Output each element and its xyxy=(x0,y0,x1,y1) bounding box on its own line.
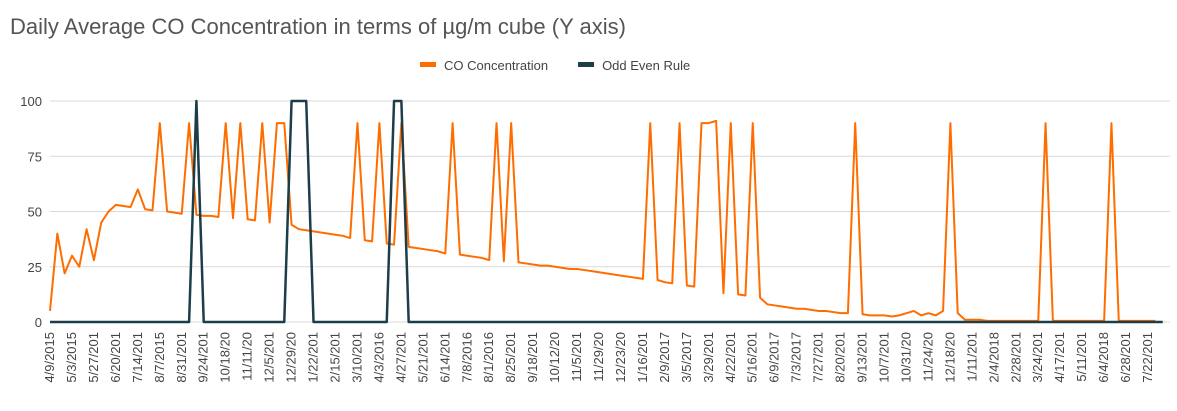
x-tick-label: 3/29/201 xyxy=(701,332,716,383)
x-tick-label: 8/20/201 xyxy=(833,332,848,383)
x-tick-label: 5/16/201 xyxy=(745,332,760,383)
x-tick-label: 2/9/2017 xyxy=(657,332,672,383)
legend-swatch xyxy=(578,62,595,67)
x-tick-label: 3/24/201 xyxy=(1030,332,1045,383)
x-tick-label: 10/31/20 xyxy=(898,332,913,383)
legend-label: CO Concentration xyxy=(444,58,548,73)
legend-label: Odd Even Rule xyxy=(602,58,690,73)
x-tick-label: 10/7/201 xyxy=(877,332,892,383)
x-tick-label: 4/9/2015 xyxy=(42,332,57,383)
x-tick-label: 11/5/201 xyxy=(569,332,584,382)
x-tick-label: 9/13/201 xyxy=(855,332,870,383)
x-tick-label: 7/3/2017 xyxy=(789,332,804,383)
x-tick-label: 6/28/201 xyxy=(1118,332,1133,383)
x-tick-label: 12/23/20 xyxy=(613,332,628,383)
x-tick-label: 8/7/2015 xyxy=(152,332,167,383)
y-tick-label: 50 xyxy=(28,205,42,220)
chart-title: Daily Average CO Concentration in terms … xyxy=(10,14,626,39)
x-tick-label: 11/24/20 xyxy=(920,332,935,382)
x-tick-label: 5/27/201 xyxy=(86,332,101,383)
x-tick-label: 6/9/2017 xyxy=(767,332,782,383)
x-tick-label: 5/3/2015 xyxy=(64,332,79,383)
x-tick-label: 4/3/2016 xyxy=(371,332,386,383)
x-tick-label: 1/11/201 xyxy=(964,332,979,382)
x-tick-label: 6/20/201 xyxy=(108,332,123,383)
x-tick-label: 1/16/201 xyxy=(635,332,650,383)
x-tick-label: 11/29/20 xyxy=(591,332,606,382)
x-tick-label: 9/24/201 xyxy=(196,332,211,383)
x-tick-label: 7/14/201 xyxy=(130,332,145,383)
x-tick-label: 1/22/201 xyxy=(306,332,321,383)
x-tick-label: 10/18/20 xyxy=(218,332,233,383)
x-tick-label: 8/25/201 xyxy=(503,332,518,383)
x-tick-label: 7/8/2016 xyxy=(459,332,474,383)
y-tick-label: 0 xyxy=(35,315,42,330)
series-line xyxy=(49,119,1156,322)
y-tick-label: 75 xyxy=(28,149,42,164)
x-tick-label: 4/22/201 xyxy=(723,332,738,383)
x-tick-label: 8/31/201 xyxy=(174,332,189,383)
x-tick-label: 3/10/201 xyxy=(349,332,364,383)
x-tick-label: 8/1/2016 xyxy=(481,332,496,383)
x-tick-label: 5/11/201 xyxy=(1074,332,1089,382)
x-tick-label: 3/5/2017 xyxy=(679,332,694,383)
x-tick-label: 7/27/201 xyxy=(811,332,826,383)
x-tick-label: 12/5/201 xyxy=(262,332,277,383)
x-tick-label: 6/14/201 xyxy=(437,332,452,383)
x-tick-label: 5/21/201 xyxy=(415,332,430,383)
x-tick-label: 2/4/2018 xyxy=(986,332,1001,383)
x-tick-label: 10/12/20 xyxy=(547,332,562,383)
x-tick-label: 4/17/201 xyxy=(1052,332,1067,383)
x-tick-label: 2/15/201 xyxy=(327,332,342,383)
x-tick-label: 6/4/2018 xyxy=(1096,332,1111,383)
y-tick-label: 25 xyxy=(28,260,42,275)
x-tick-label: 9/18/201 xyxy=(525,332,540,383)
x-tick-label: 12/29/20 xyxy=(284,332,299,383)
legend-swatch xyxy=(420,62,436,67)
x-tick-label: 7/22/201 xyxy=(1140,332,1155,383)
x-tick-label: 12/18/20 xyxy=(942,332,957,383)
x-tick-label: 4/27/201 xyxy=(393,332,408,383)
x-tick-label: 11/11/20 xyxy=(240,332,255,381)
y-tick-label: 100 xyxy=(20,94,42,109)
x-tick-label: 2/28/201 xyxy=(1008,332,1023,383)
series-line xyxy=(50,99,1163,324)
